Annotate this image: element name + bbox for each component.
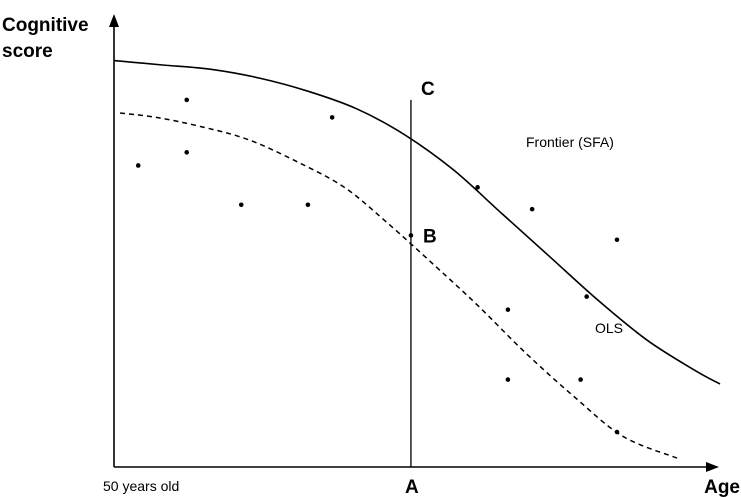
observation-point — [614, 429, 620, 435]
observation-point — [529, 206, 535, 212]
observation-point — [329, 115, 335, 120]
observation-point — [505, 307, 511, 312]
observation-point — [578, 377, 583, 382]
observation-point — [408, 233, 414, 238]
observation-point — [614, 237, 620, 243]
observation-point — [475, 185, 480, 190]
observation-point — [305, 202, 311, 208]
observation-point — [505, 377, 511, 382]
observation-point — [238, 202, 244, 208]
y-axis-label-line2: score — [2, 41, 53, 62]
marker-group: C B A — [405, 79, 437, 497]
ols-label: OLS — [595, 320, 623, 336]
observation-point — [584, 294, 589, 299]
frontier-curve — [113, 59, 721, 385]
point-label-a: A — [405, 477, 419, 497]
frontier-label: Frontier (SFA) — [526, 134, 614, 150]
observation-points — [135, 97, 620, 435]
x-axis-arrowhead — [706, 462, 719, 472]
y-axis-arrowhead — [109, 14, 119, 27]
axes — [109, 14, 719, 472]
observation-point — [184, 97, 190, 103]
ols-curve — [120, 112, 678, 459]
point-label-b: B — [423, 226, 437, 247]
observation-point — [184, 150, 190, 155]
y-axis-label-line1: Cognitive — [2, 15, 89, 36]
curves — [113, 59, 721, 459]
x-axis-label: Age — [704, 477, 740, 497]
point-label-c: C — [421, 79, 435, 100]
observation-point — [135, 163, 141, 168]
x-origin-label: 50 years old — [103, 478, 179, 494]
